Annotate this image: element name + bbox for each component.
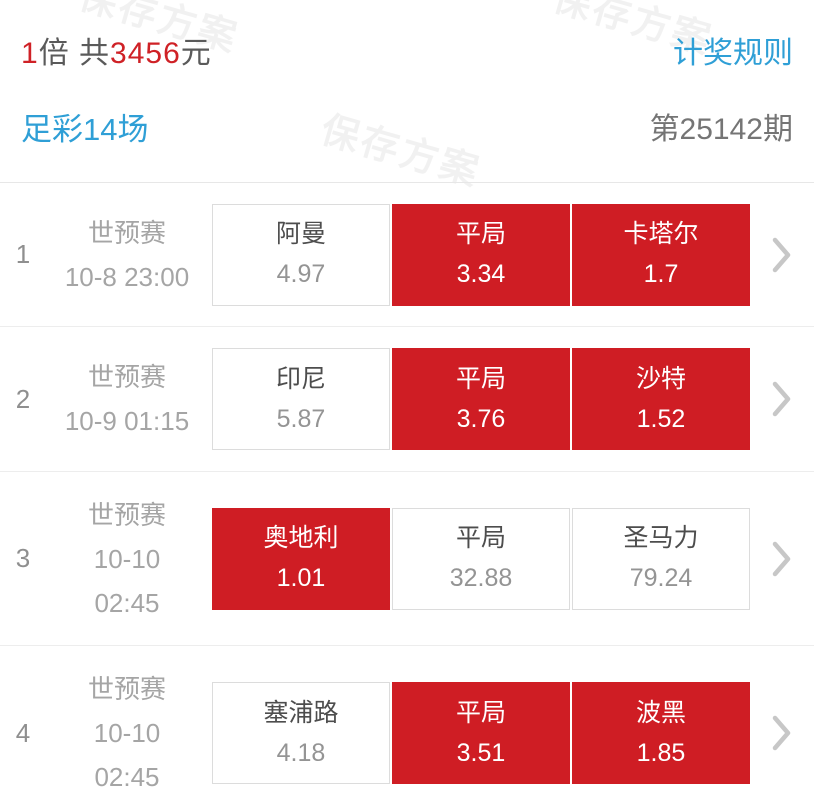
chevron-right-icon bbox=[772, 237, 791, 272]
chevron-right-icon bbox=[772, 715, 791, 751]
game-name-link[interactable]: 足彩14场 bbox=[21, 111, 149, 147]
option-label: 平局 bbox=[455, 220, 506, 248]
odds-option-home[interactable]: 阿曼 4.97 bbox=[212, 203, 390, 306]
option-odds: 1.85 bbox=[636, 738, 686, 767]
match-time: 02:45 bbox=[94, 762, 160, 792]
odds-option-away[interactable]: 圣马力 79.24 bbox=[572, 507, 750, 610]
option-label: 平局 bbox=[455, 364, 506, 393]
match-meta: 世预赛 10-10 02:45 bbox=[46, 493, 208, 625]
bet-total-prefix: 共 bbox=[79, 37, 111, 70]
match-index: 4 bbox=[15, 717, 31, 748]
option-odds: 3.34 bbox=[456, 260, 506, 288]
match-row-4[interactable]: 4 世预赛 10-10 02:45 塞浦路 4.18 平局 3.51 波黑 1.… bbox=[0, 646, 814, 794]
match-index: 3 bbox=[15, 543, 31, 573]
option-label: 印尼 bbox=[275, 364, 326, 393]
bet-total-unit: 元 bbox=[180, 37, 212, 70]
option-odds: 1.52 bbox=[636, 404, 686, 433]
odds-option-draw[interactable]: 平局 3.34 bbox=[392, 203, 570, 306]
match-meta: 世预赛 10-8 23:00 bbox=[46, 211, 208, 299]
league-name: 世预赛 bbox=[87, 362, 166, 392]
match-meta: 世预赛 10-10 02:45 bbox=[46, 667, 208, 794]
bet-multiplier-value: 1 bbox=[21, 37, 39, 70]
match-detail-chevron[interactable] bbox=[750, 379, 814, 419]
match-meta: 世预赛 10-9 01:15 bbox=[46, 355, 208, 443]
odds-option-away[interactable]: 波黑 1.85 bbox=[572, 682, 750, 784]
option-label: 平局 bbox=[455, 524, 506, 552]
odds-option-home[interactable]: 塞浦路 4.18 bbox=[212, 682, 390, 784]
option-odds: 1.7 bbox=[643, 260, 679, 288]
option-label: 沙特 bbox=[635, 364, 686, 393]
match-row-3[interactable]: 3 世预赛 10-10 02:45 奥地利 1.01 平局 32.88 圣马力 … bbox=[0, 472, 814, 646]
prize-rules-link[interactable]: 计奖规则 bbox=[673, 37, 793, 70]
option-label: 卡塔尔 bbox=[623, 220, 699, 248]
option-odds: 4.18 bbox=[276, 738, 326, 767]
league-name: 世预赛 bbox=[87, 499, 166, 530]
match-detail-chevron[interactable] bbox=[750, 539, 814, 579]
option-odds: 32.88 bbox=[449, 564, 513, 592]
odds-option-away[interactable]: 卡塔尔 1.7 bbox=[572, 203, 750, 306]
odds-option-draw[interactable]: 平局 3.76 bbox=[392, 348, 570, 450]
bet-multiplier-label: 倍 bbox=[38, 37, 80, 70]
match-time: 10-10 bbox=[93, 543, 161, 574]
option-odds: 3.51 bbox=[456, 738, 506, 767]
match-time: 02:45 bbox=[94, 587, 160, 618]
option-odds: 5.87 bbox=[276, 404, 326, 433]
match-index: 1 bbox=[15, 239, 31, 269]
match-detail-chevron[interactable] bbox=[750, 713, 814, 753]
odds-option-home[interactable]: 奥地利 1.01 bbox=[212, 507, 390, 610]
odds-cells: 印尼 5.87 平局 3.76 沙特 1.52 bbox=[212, 348, 750, 450]
match-index: 2 bbox=[15, 383, 31, 414]
option-odds: 4.97 bbox=[276, 260, 326, 288]
bet-summary: 1倍 共3456元 bbox=[21, 28, 212, 72]
bet-total-amount: 3456 bbox=[110, 37, 181, 70]
match-row-1[interactable]: 1 世预赛 10-8 23:00 阿曼 4.97 平局 3.34 卡塔尔 1.7 bbox=[0, 183, 814, 327]
option-label: 塞浦路 bbox=[263, 698, 339, 727]
odds-option-home[interactable]: 印尼 5.87 bbox=[212, 348, 390, 450]
league-name: 世预赛 bbox=[87, 217, 166, 248]
match-time: 10-9 01:15 bbox=[64, 406, 190, 436]
odds-cells: 塞浦路 4.18 平局 3.51 波黑 1.85 bbox=[212, 682, 750, 784]
issue-number: 第25142期 bbox=[649, 113, 793, 146]
option-odds: 3.76 bbox=[456, 404, 506, 433]
chevron-right-icon bbox=[772, 541, 791, 576]
odds-option-draw[interactable]: 平局 32.88 bbox=[392, 507, 570, 610]
option-odds: 79.24 bbox=[629, 564, 693, 592]
option-odds: 1.01 bbox=[276, 564, 326, 592]
option-label: 波黑 bbox=[635, 698, 686, 727]
match-time: 10-10 bbox=[93, 718, 161, 748]
match-detail-chevron[interactable] bbox=[750, 235, 814, 275]
option-label: 奥地利 bbox=[263, 524, 339, 552]
option-label: 阿曼 bbox=[275, 220, 326, 248]
option-label: 平局 bbox=[455, 698, 506, 727]
odds-cells: 阿曼 4.97 平局 3.34 卡塔尔 1.7 bbox=[212, 203, 750, 306]
odds-option-away[interactable]: 沙特 1.52 bbox=[572, 348, 750, 450]
header: 1倍 共3456元 计奖规则 足彩14场 第25142期 bbox=[0, 0, 814, 183]
chevron-right-icon bbox=[772, 381, 791, 417]
match-time: 10-8 23:00 bbox=[64, 261, 190, 292]
league-name: 世预赛 bbox=[87, 674, 166, 704]
option-label: 圣马力 bbox=[623, 524, 699, 552]
odds-option-draw[interactable]: 平局 3.51 bbox=[392, 682, 570, 784]
match-row-2[interactable]: 2 世预赛 10-9 01:15 印尼 5.87 平局 3.76 沙特 1.52 bbox=[0, 327, 814, 472]
odds-cells: 奥地利 1.01 平局 32.88 圣马力 79.24 bbox=[212, 507, 750, 610]
